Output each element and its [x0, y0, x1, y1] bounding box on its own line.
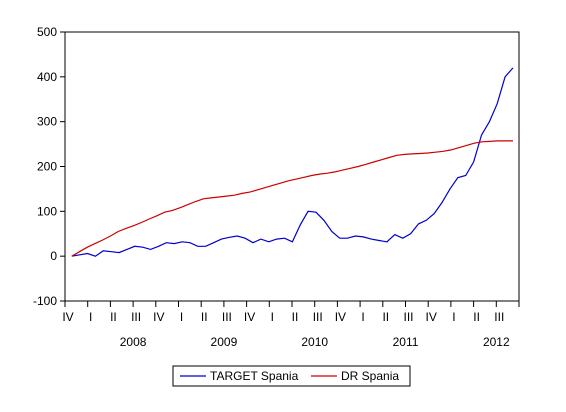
x-year-label: 2012	[483, 335, 510, 349]
legend-label-dr: DR Spania	[341, 369, 399, 383]
x-quarter-label: IV	[335, 310, 346, 324]
x-year-label: 2010	[301, 335, 328, 349]
y-tick-label: 300	[37, 115, 57, 129]
x-quarter-label: IV	[426, 310, 437, 324]
y-tick-label: 0	[50, 249, 57, 263]
series-line-dr	[71, 140, 513, 257]
x-axis: IV I II III IV I II III IV I II III IV I II III IV I II III…	[62, 301, 520, 349]
x-quarter-label: II	[382, 310, 389, 324]
x-quarter-label: I	[452, 310, 455, 324]
x-quarter-label: III	[494, 310, 504, 324]
y-tick-label: 100	[37, 204, 57, 218]
x-year-label: 2009	[211, 335, 238, 349]
x-quarter-label: III	[222, 310, 232, 324]
x-quarter-label: I	[89, 310, 92, 324]
y-tick-label: 200	[37, 160, 57, 174]
x-quarter-label: II	[110, 310, 117, 324]
x-quarter-label: II	[473, 310, 480, 324]
x-quarter-label: IV	[62, 310, 73, 324]
x-year-label: 2008	[120, 335, 147, 349]
x-quarter-label: III	[403, 310, 413, 324]
y-axis: -100 0 100 200 300 400 500	[33, 25, 65, 308]
x-quarter-label: II	[292, 310, 299, 324]
plot-frame	[64, 31, 520, 302]
x-quarter-label: II	[201, 310, 208, 324]
x-quarter-label: I	[180, 310, 183, 324]
legend-box	[172, 365, 411, 387]
x-quarter-label: III	[313, 310, 323, 324]
x-quarter-label: IV	[153, 310, 164, 324]
series-lines	[71, 67, 514, 257]
x-quarter-label: IV	[244, 310, 255, 324]
legend-label-target: TARGET Spania	[210, 369, 299, 383]
y-tick-label: 400	[37, 70, 57, 84]
y-tick-label: -100	[33, 294, 57, 308]
y-tick-label: 500	[37, 25, 57, 39]
x-year-label: 2011	[393, 335, 419, 349]
x-quarter-label: I	[361, 310, 364, 324]
x-quarter-label: III	[131, 310, 141, 324]
legend: TARGET Spania DR Spania	[172, 365, 411, 387]
series-line-target	[71, 67, 514, 257]
x-quarter-label: I	[271, 310, 274, 324]
